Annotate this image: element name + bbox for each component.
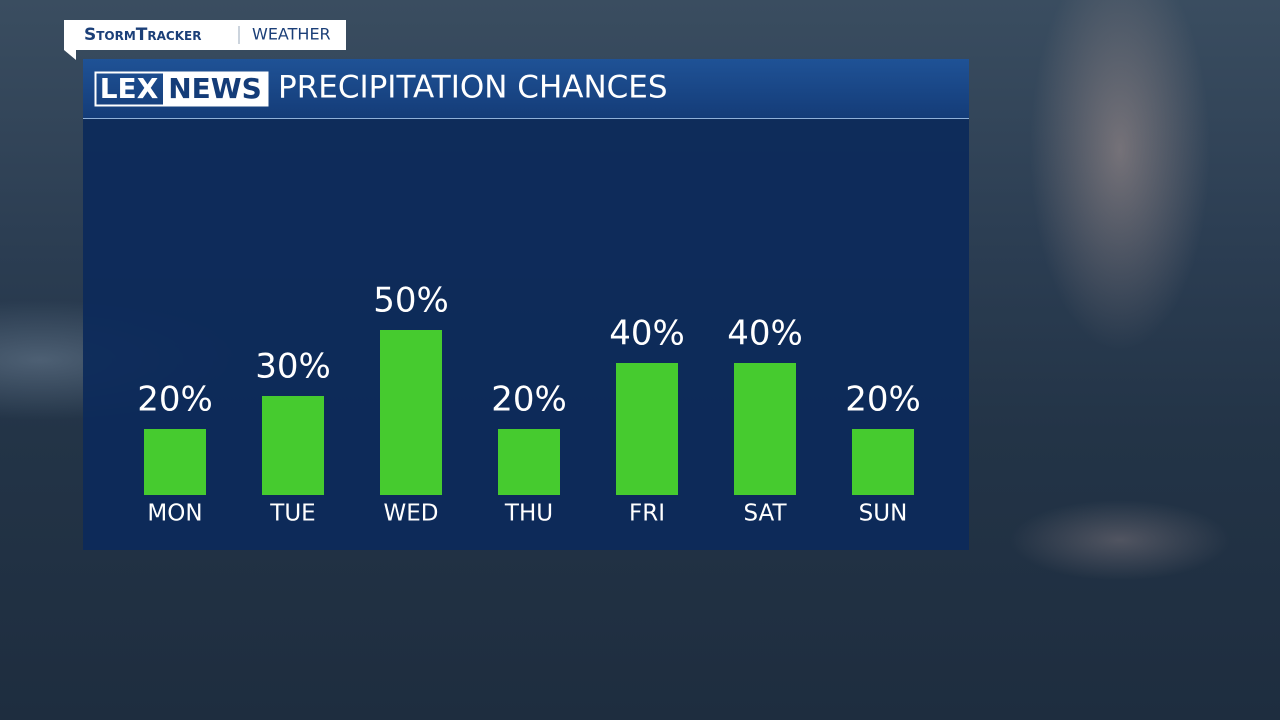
x-tick-label: TUE bbox=[269, 501, 315, 527]
bar bbox=[262, 396, 324, 495]
bar bbox=[498, 429, 560, 495]
bar bbox=[852, 429, 914, 495]
value-label: 40% bbox=[609, 314, 685, 354]
chart-title: PRECIPITATION CHANCES bbox=[278, 70, 668, 106]
logo-box bbox=[163, 72, 268, 106]
x-tick-label: WED bbox=[384, 501, 439, 527]
x-tick-label: MON bbox=[147, 501, 202, 527]
bar bbox=[616, 363, 678, 495]
brand: StormTracker bbox=[84, 25, 201, 45]
value-label: 40% bbox=[727, 314, 803, 354]
x-tick-label: THU bbox=[504, 501, 553, 527]
value-label: 20% bbox=[491, 380, 567, 420]
value-label: 50% bbox=[373, 281, 449, 321]
x-tick-label: SAT bbox=[743, 501, 787, 527]
bar bbox=[734, 363, 796, 495]
bar bbox=[380, 330, 442, 495]
tag-box bbox=[64, 20, 346, 60]
logo-right: NEWS bbox=[168, 72, 262, 105]
logo-left: LEX bbox=[100, 72, 159, 105]
value-label: 20% bbox=[845, 380, 921, 420]
bar bbox=[144, 429, 206, 495]
value-label: 20% bbox=[137, 380, 213, 420]
x-tick-label: FRI bbox=[629, 501, 665, 527]
x-tick-label: SUN bbox=[859, 501, 908, 527]
section: WEATHER bbox=[252, 25, 331, 44]
value-label: 30% bbox=[255, 347, 331, 387]
